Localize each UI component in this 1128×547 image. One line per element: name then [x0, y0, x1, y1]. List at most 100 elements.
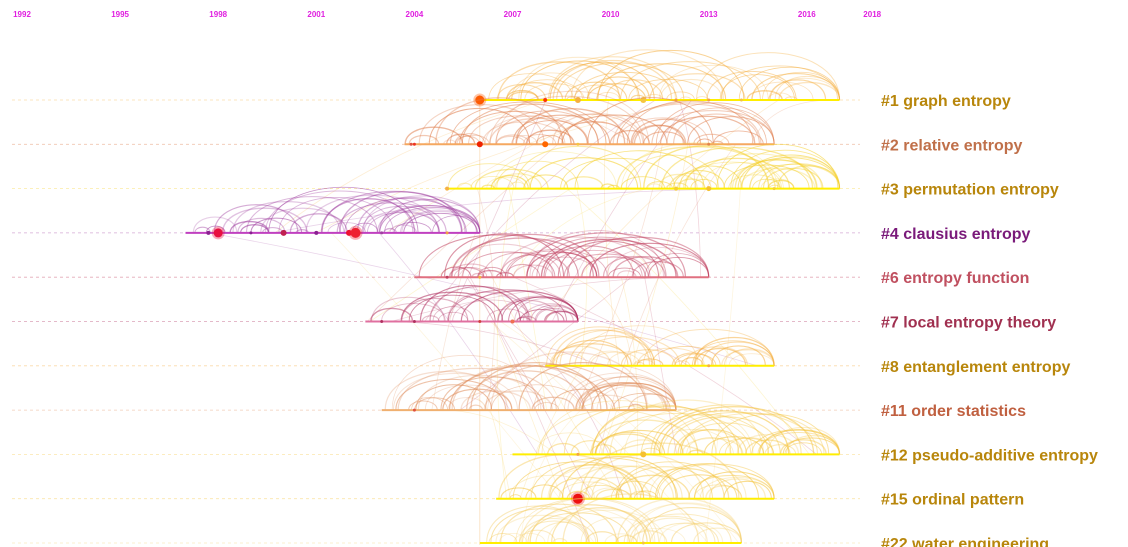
cluster-arc [237, 217, 286, 233]
cluster-arc [767, 92, 792, 101]
cluster-label-6: #6 entropy function [881, 270, 1029, 287]
cluster-arc [602, 256, 666, 278]
cluster-arc [424, 384, 513, 411]
cluster-arc [432, 306, 475, 322]
cluster-arc [499, 253, 571, 278]
cluster-arc [477, 269, 504, 278]
cluster-arc [507, 250, 598, 278]
citation-node [280, 229, 287, 236]
cluster-arc [448, 267, 485, 278]
cross-link [620, 277, 639, 499]
cluster-arc [595, 92, 621, 101]
cluster-arc [708, 478, 767, 499]
cluster-arc [531, 396, 575, 411]
cross-link [704, 188, 741, 544]
cluster-arc [644, 253, 710, 278]
citation-node [412, 142, 416, 146]
cluster-arc [570, 440, 611, 455]
cluster-arc [411, 397, 448, 411]
cluster-arc [221, 207, 308, 233]
cluster-arc [383, 227, 397, 234]
cluster-arc [448, 365, 608, 411]
cluster-label-2: #2 relative entropy [881, 137, 1023, 154]
cluster-arc [205, 225, 226, 233]
cluster-arc [628, 78, 708, 101]
cluster-arc [681, 437, 744, 455]
cluster-arc [723, 164, 810, 189]
cluster-label-8: #8 entanglement entropy [881, 359, 1070, 376]
cluster-arc [515, 498, 656, 544]
cluster-arc [570, 49, 725, 101]
citation-node [412, 408, 416, 412]
cluster-arc [623, 515, 716, 544]
cluster-arc [706, 70, 797, 101]
cross-link [509, 321, 624, 499]
cluster-arc [784, 442, 823, 455]
cluster-arc [693, 527, 743, 544]
cluster-arc [538, 409, 692, 455]
cluster-arc [587, 97, 714, 145]
cluster-arc [536, 113, 641, 145]
cluster-arc [682, 161, 783, 189]
year-label-2018: 2018 [863, 10, 881, 19]
citation-node [707, 142, 711, 146]
cross-link [366, 143, 559, 322]
cluster-arc [634, 490, 658, 499]
cluster-arc [490, 508, 599, 544]
cluster-arc [508, 474, 595, 499]
cluster-arc [575, 384, 667, 411]
cluster-arc [488, 73, 574, 101]
cluster-arc [488, 533, 518, 544]
cross-link [272, 188, 758, 234]
cluster-arc [550, 388, 616, 411]
cluster-rows: #1 graph entropy #2 relative entropy #3 pe… [12, 49, 1098, 547]
cluster-arc [544, 249, 643, 278]
cross-link [489, 321, 709, 544]
cluster-arc [610, 480, 661, 499]
cluster-arc [563, 253, 649, 278]
cluster-arc [616, 270, 637, 278]
cluster-arc [595, 429, 684, 455]
cluster-row-11: #11 order statistics [12, 351, 1026, 420]
cluster-arc [526, 251, 598, 278]
cluster-arc [432, 215, 481, 233]
cluster-arc [509, 494, 522, 499]
cluster-arc [470, 176, 515, 189]
cluster-arc [495, 110, 600, 145]
cluster-arc [546, 326, 653, 366]
cluster-arc [617, 466, 714, 499]
cluster-arc [395, 378, 507, 411]
cluster-arc [591, 405, 740, 455]
cluster-arc [552, 353, 588, 366]
cluster-arc [493, 151, 617, 189]
cluster-label-12: #12 pseudo-additive entropy [881, 447, 1098, 464]
citation-node [674, 186, 678, 191]
citation-node [707, 364, 711, 368]
cluster-arc [559, 329, 656, 366]
citation-node [409, 142, 413, 146]
cluster-arc [748, 163, 840, 189]
cluster-arc [399, 210, 481, 233]
cluster-arc [418, 103, 545, 145]
cluster-arc [447, 291, 529, 322]
cluster-arc [524, 83, 585, 101]
cross-link [447, 409, 558, 455]
cluster-arc [615, 461, 725, 499]
cluster-arc [401, 209, 478, 233]
cluster-arc [305, 194, 440, 233]
cluster-arc [541, 400, 698, 455]
year-axis: 1992 1995 1998 2001 2004 2007 2010 2013 2016 2018 [13, 10, 882, 19]
cluster-arc [600, 183, 615, 189]
cluster-arc [363, 210, 441, 233]
cluster-arc [583, 476, 651, 499]
cluster-label-11: #11 order statistics [881, 403, 1026, 420]
cluster-arc [724, 437, 775, 455]
cluster-arc [758, 163, 841, 189]
cross-link [500, 321, 740, 544]
cluster-arc [597, 50, 745, 101]
cluster-arc [609, 399, 765, 455]
cluster-arc [551, 343, 633, 366]
cluster-arc [719, 74, 795, 101]
cross-link [431, 232, 476, 411]
citation-node [412, 320, 416, 323]
